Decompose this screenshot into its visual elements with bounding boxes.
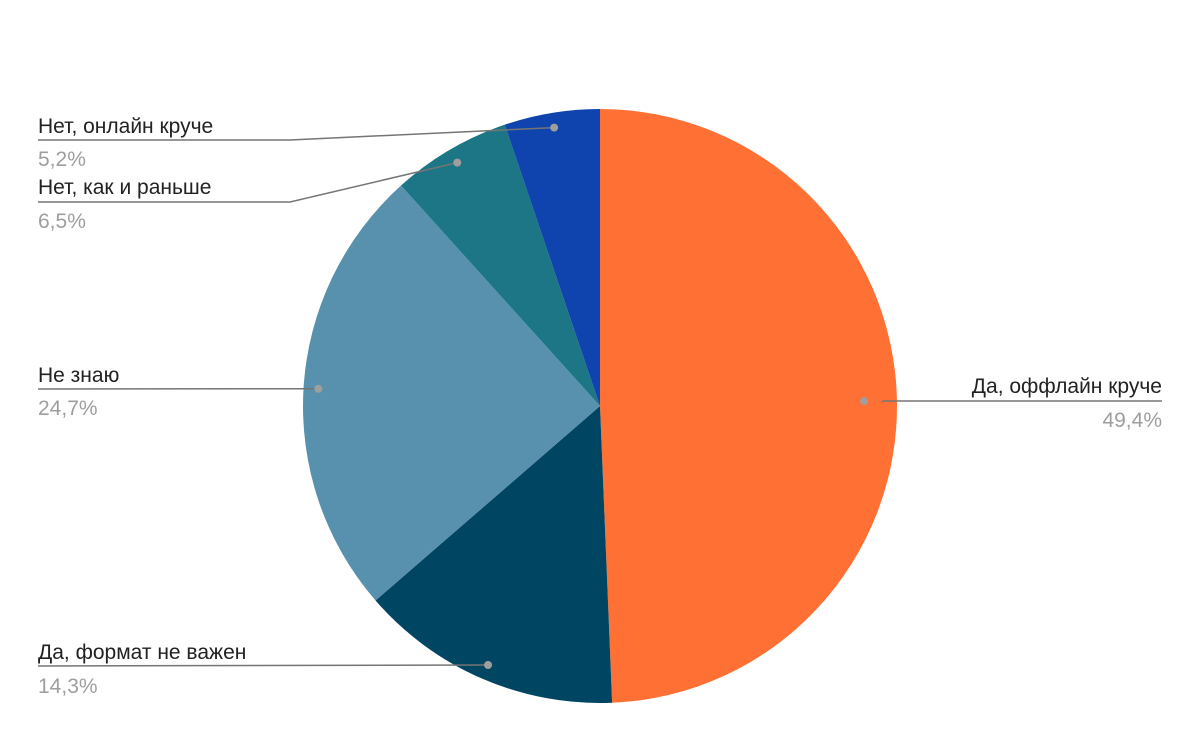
slice-label-4: Нет, как и раньше — [38, 176, 211, 199]
slice-label-1: Да, оффлайн круче — [972, 375, 1162, 398]
slice-value-label-3: 24,7% — [38, 397, 98, 420]
leader-dot-3 — [314, 384, 323, 393]
leader-line-2 — [37, 664, 489, 667]
leader-dot-4 — [453, 158, 462, 167]
slices-layer — [302, 109, 897, 703]
pie-slice-2 — [375, 406, 613, 703]
leader-dot-5 — [550, 123, 559, 132]
pie-slice-5 — [504, 109, 600, 406]
leader-line-4 — [38, 161, 458, 203]
labels-layer: Да, оффлайн круче 49,4% Да, формат не важе… — [38, 115, 1162, 698]
slice-label-3: Не знаю — [38, 364, 119, 387]
leader-dot-1 — [860, 397, 869, 405]
slice-value-label-4: 6,5% — [38, 210, 86, 233]
slice-value-label-2: 14,3% — [38, 675, 98, 698]
slice-value-label-1: 49,4% — [1102, 409, 1162, 432]
pie-slice-1 — [600, 109, 897, 703]
leader-line-5 — [38, 126, 555, 141]
slice-label-2: Да, формат не важен — [38, 641, 246, 664]
leader-dot-2 — [484, 660, 493, 669]
slice-label-5: Нет, онлайн круче — [38, 115, 213, 138]
leaders-layer — [37, 123, 1162, 669]
pie-slice-3 — [302, 185, 600, 601]
pie-slice-4 — [400, 124, 600, 407]
slice-value-label-5: 5,2% — [38, 148, 86, 171]
